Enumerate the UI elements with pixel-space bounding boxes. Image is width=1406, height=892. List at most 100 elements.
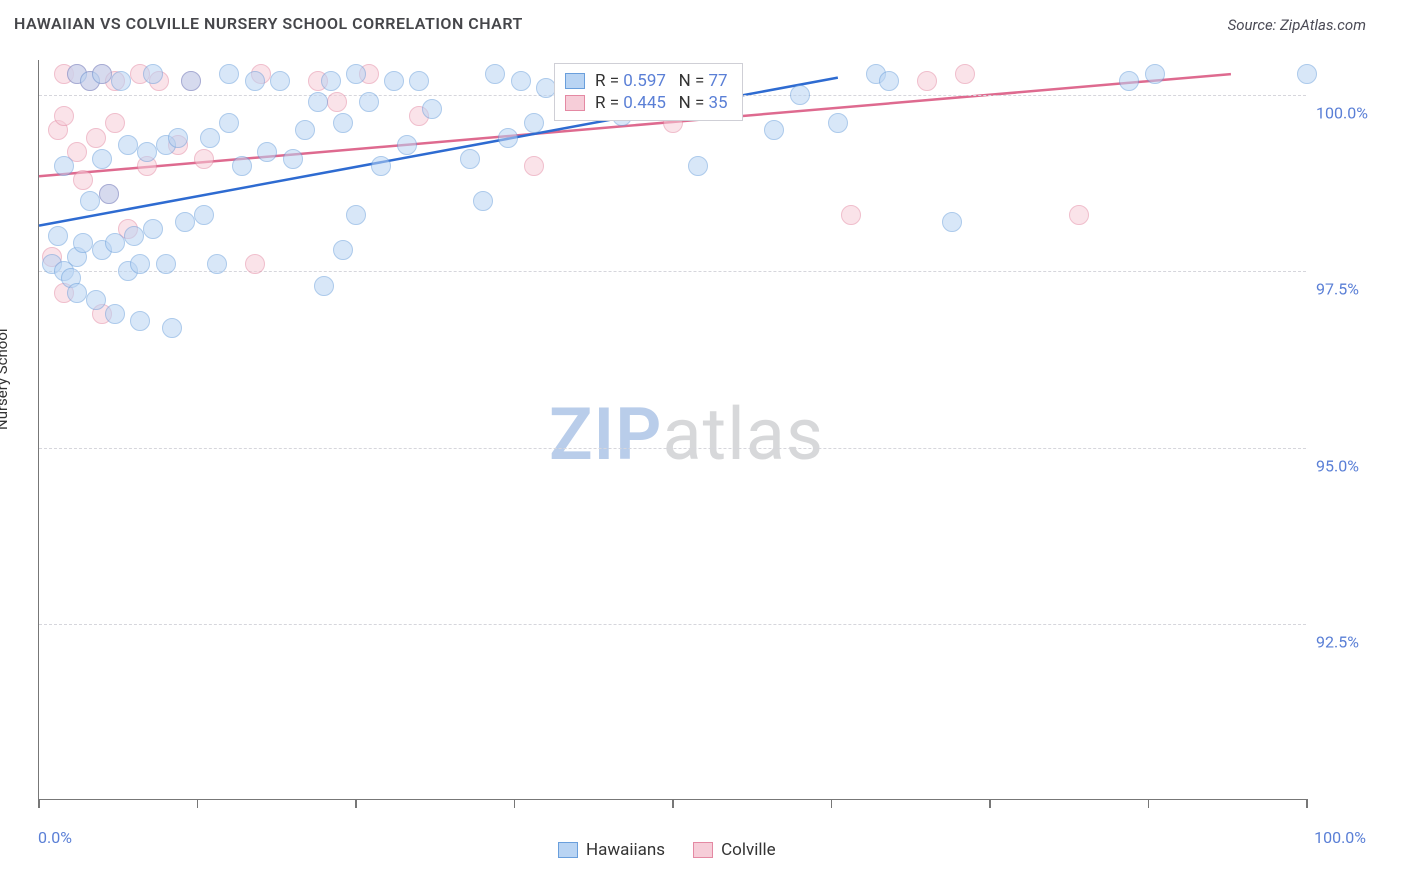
scatter-point-hawaiians	[283, 149, 303, 169]
scatter-point-hawaiians	[1145, 64, 1165, 84]
scatter-point-hawaiians	[688, 156, 708, 176]
scatter-point-hawaiians	[105, 233, 125, 253]
scatter-point-colville	[73, 170, 93, 190]
scatter-point-hawaiians	[130, 311, 150, 331]
x-tick	[197, 799, 199, 808]
legend-bottom: Hawaiians Colville	[558, 840, 776, 860]
x-tick	[831, 799, 833, 808]
scatter-point-hawaiians	[92, 64, 112, 84]
legend-swatch	[565, 73, 585, 89]
scatter-point-hawaiians	[460, 149, 480, 169]
watermark-rest: atlas	[662, 392, 824, 477]
scatter-point-hawaiians	[1119, 71, 1139, 91]
scatter-point-hawaiians	[257, 142, 277, 162]
scatter-point-hawaiians	[485, 64, 505, 84]
scatter-point-hawaiians	[67, 283, 87, 303]
scatter-point-hawaiians	[295, 120, 315, 140]
legend-stats: R = 0.445 N = 35	[595, 93, 728, 113]
gridline-h	[39, 448, 1306, 449]
source-attribution: Source: ZipAtlas.com	[1228, 16, 1366, 34]
scatter-point-colville	[841, 205, 861, 225]
x-tick	[1306, 799, 1308, 808]
scatter-point-hawaiians	[270, 71, 290, 91]
scatter-point-hawaiians	[942, 212, 962, 232]
y-tick-label: 100.0%	[1316, 104, 1368, 123]
scatter-point-colville	[955, 64, 975, 84]
legend-swatch	[693, 842, 713, 858]
y-tick-label: 97.5%	[1316, 280, 1359, 299]
scatter-point-hawaiians	[137, 142, 157, 162]
watermark: ZIPatlas	[549, 392, 824, 477]
scatter-point-hawaiians	[346, 64, 366, 84]
scatter-point-hawaiians	[409, 71, 429, 91]
scatter-point-hawaiians	[879, 71, 899, 91]
legend-stats: R = 0.597 N = 77	[595, 71, 728, 91]
correlation-legend: R = 0.597 N = 77R = 0.445 N = 35	[554, 63, 743, 121]
watermark-bold: ZIP	[549, 392, 662, 477]
x-tick	[355, 799, 357, 808]
scatter-point-hawaiians	[764, 120, 784, 140]
scatter-point-hawaiians	[511, 71, 531, 91]
scatter-point-colville	[1069, 205, 1089, 225]
legend-label: Hawaiians	[586, 840, 665, 860]
scatter-point-hawaiians	[48, 226, 68, 246]
scatter-point-colville	[327, 92, 347, 112]
y-axis-label: Nursery School	[0, 328, 11, 430]
plot-area: ZIPatlas R = 0.597 N = 77R = 0.445 N = 3…	[38, 60, 1306, 800]
scatter-point-hawaiians	[194, 205, 214, 225]
scatter-point-hawaiians	[219, 64, 239, 84]
scatter-point-hawaiians	[219, 113, 239, 133]
scatter-point-colville	[917, 71, 937, 91]
legend-swatch	[565, 95, 585, 111]
scatter-point-hawaiians	[73, 233, 93, 253]
scatter-point-hawaiians	[143, 219, 163, 239]
x-tick	[514, 799, 516, 808]
scatter-point-colville	[524, 156, 544, 176]
scatter-point-hawaiians	[162, 318, 182, 338]
scatter-point-hawaiians	[346, 205, 366, 225]
scatter-point-hawaiians	[333, 240, 353, 260]
scatter-point-colville	[54, 106, 74, 126]
scatter-point-hawaiians	[175, 212, 195, 232]
scatter-point-hawaiians	[397, 135, 417, 155]
x-tick	[989, 799, 991, 808]
scatter-point-hawaiians	[790, 85, 810, 105]
legend-swatch	[558, 842, 578, 858]
scatter-point-hawaiians	[54, 156, 74, 176]
scatter-point-hawaiians	[124, 226, 144, 246]
scatter-point-hawaiians	[111, 71, 131, 91]
scatter-point-hawaiians	[422, 99, 442, 119]
scatter-point-hawaiians	[314, 276, 334, 296]
scatter-point-hawaiians	[181, 71, 201, 91]
scatter-point-hawaiians	[359, 92, 379, 112]
scatter-point-hawaiians	[371, 156, 391, 176]
y-axis-label-wrap: Nursery School	[8, 60, 32, 800]
chart-container: HAWAIIAN VS COLVILLE NURSERY SCHOOL CORR…	[0, 0, 1406, 892]
scatter-point-hawaiians	[524, 113, 544, 133]
scatter-point-colville	[194, 149, 214, 169]
legend-label: Colville	[721, 840, 776, 860]
scatter-point-hawaiians	[130, 254, 150, 274]
legend-item: Colville	[693, 840, 776, 860]
trend-lines-svg	[39, 60, 1307, 800]
scatter-point-hawaiians	[200, 128, 220, 148]
scatter-point-hawaiians	[1297, 64, 1317, 84]
scatter-point-hawaiians	[232, 156, 252, 176]
x-tick	[38, 799, 40, 808]
scatter-point-hawaiians	[333, 113, 353, 133]
chart-title: HAWAIIAN VS COLVILLE NURSERY SCHOOL CORR…	[14, 14, 523, 33]
scatter-point-hawaiians	[168, 128, 188, 148]
y-tick-label: 95.0%	[1316, 456, 1359, 475]
scatter-point-hawaiians	[143, 64, 163, 84]
scatter-point-hawaiians	[498, 128, 518, 148]
scatter-point-hawaiians	[80, 191, 100, 211]
scatter-point-hawaiians	[92, 149, 112, 169]
scatter-point-hawaiians	[245, 71, 265, 91]
scatter-point-hawaiians	[86, 290, 106, 310]
scatter-point-hawaiians	[473, 191, 493, 211]
scatter-point-colville	[245, 254, 265, 274]
scatter-point-colville	[105, 113, 125, 133]
gridline-h	[39, 271, 1306, 272]
scatter-point-hawaiians	[384, 71, 404, 91]
legend-row: R = 0.597 N = 77	[565, 70, 728, 92]
